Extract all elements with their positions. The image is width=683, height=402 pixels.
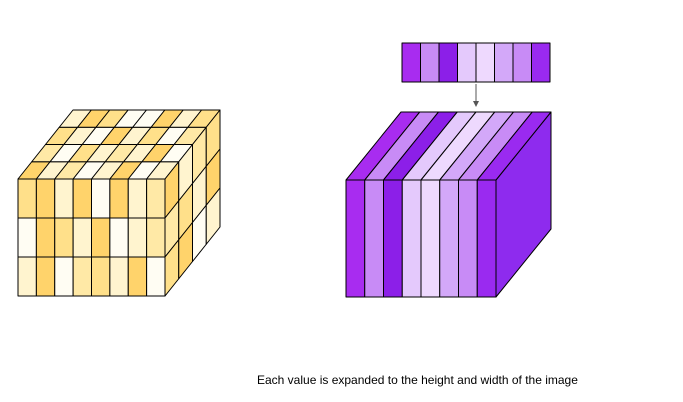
yellow-front-cell (35, 217, 56, 258)
purple-front-stripe (458, 179, 478, 298)
vector-cell (401, 42, 421, 83)
yellow-front-cell (127, 178, 148, 219)
yellow-front-cell (109, 178, 129, 219)
yellow-front-cell (127, 217, 148, 258)
yellow-front-cell (146, 256, 166, 297)
yellow-front-cell (91, 256, 111, 297)
yellow-front-cell (146, 217, 166, 258)
yellow-front-cell (72, 217, 92, 258)
vector-cell (438, 42, 458, 83)
vector-cell (420, 42, 440, 83)
yellow-side-cell (205, 187, 221, 245)
yellow-front-cell (91, 217, 111, 258)
yellow-front-cell (17, 217, 37, 258)
yellow-front-cell (72, 178, 92, 219)
yellow-front-cell (35, 256, 56, 297)
yellow-front-cell (109, 256, 129, 297)
vector-cell (531, 42, 551, 83)
yellow-front-cell (127, 256, 148, 297)
diagram-caption: Each value is expanded to the height and… (257, 373, 578, 387)
yellow-front-cell (17, 256, 37, 297)
yellow-feature-cube (17, 109, 221, 297)
yellow-front-cell (35, 178, 56, 219)
purple-front-stripe (401, 179, 422, 298)
yellow-front-cell (146, 178, 166, 219)
yellow-front-cell (109, 217, 129, 258)
yellow-front-cell (54, 178, 74, 219)
purple-front-stripe (364, 179, 384, 298)
purple-front-stripe (420, 179, 441, 298)
purple-front-stripe (476, 179, 497, 298)
yellow-front-cell (17, 178, 37, 219)
purple-front-stripe (345, 179, 366, 298)
yellow-front-cell (54, 256, 74, 297)
channel-value-vector (401, 42, 551, 83)
purple-front-stripe (439, 179, 459, 298)
vector-cell (457, 42, 477, 83)
vector-cell (494, 42, 514, 83)
vector-cell (512, 42, 532, 83)
yellow-front-cell (54, 217, 74, 258)
yellow-front-cell (72, 256, 92, 297)
vector-cell (475, 42, 495, 83)
purple-expanded-cube (345, 111, 552, 298)
purple-front-stripe (383, 179, 403, 298)
yellow-front-cell (91, 178, 111, 219)
